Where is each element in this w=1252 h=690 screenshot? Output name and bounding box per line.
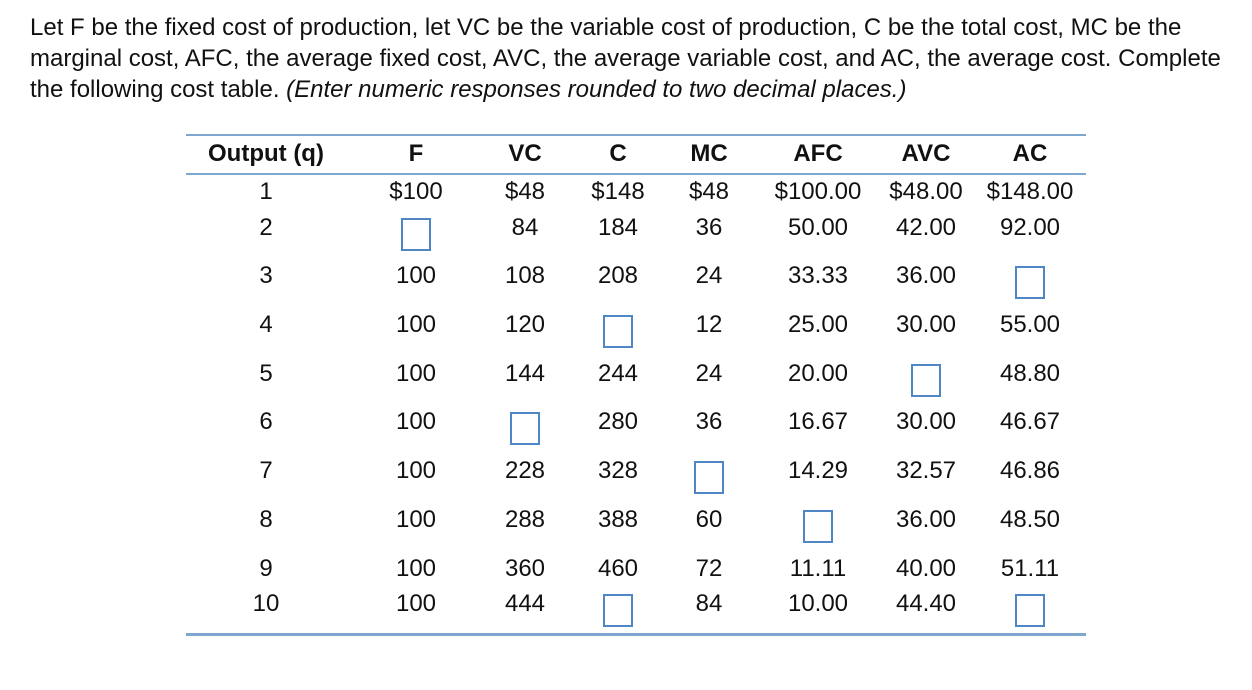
header-q: Output (q) (208, 140, 324, 167)
cell-q-q2: 2 (259, 214, 273, 241)
cell-ac-q8: 48.50 (999, 506, 1061, 533)
cell-q-q10: 10 (252, 590, 280, 617)
answer-input-afc-q8[interactable] (803, 510, 833, 543)
cell-f-q4: 100 (395, 311, 437, 338)
cell-avc-q6: 30.00 (895, 408, 957, 435)
cell-vc-q1: $48 (504, 178, 546, 205)
cell-c-q5: 244 (597, 360, 639, 387)
cell-ac-q6: 46.67 (999, 408, 1061, 435)
cell-mc-q6: 36 (695, 408, 723, 435)
table-top-rule (186, 134, 1086, 136)
answer-input-ac-q10[interactable] (1015, 594, 1045, 627)
question-text: Let F be the fixed cost of production, l… (30, 14, 1221, 103)
cell-vc-q5: 144 (504, 360, 546, 387)
question-prompt: Let F be the fixed cost of production, l… (30, 12, 1245, 105)
cell-ac-q4: 55.00 (999, 311, 1061, 338)
cell-afc-q6: 16.67 (787, 408, 849, 435)
answer-input-f-q2[interactable] (401, 218, 431, 251)
cell-avc-q2: 42.00 (895, 214, 957, 241)
cell-mc-q3: 24 (695, 262, 723, 289)
cell-ac-q2: 92.00 (999, 214, 1061, 241)
cell-avc-q4: 30.00 (895, 311, 957, 338)
cell-vc-q9: 360 (504, 555, 546, 582)
cell-vc-q4: 120 (504, 311, 546, 338)
cell-afc-q3: 33.33 (787, 262, 849, 289)
cell-mc-q10: 84 (695, 590, 723, 617)
cell-vc-q10: 444 (504, 590, 546, 617)
answer-input-vc-q6[interactable] (510, 412, 540, 445)
cell-vc-q7: 228 (504, 457, 546, 484)
cell-avc-q1: $48.00 (889, 178, 963, 205)
cell-ac-q9: 51.11 (1000, 555, 1060, 582)
answer-input-c-q4[interactable] (603, 315, 633, 348)
header-avc: AVC (901, 140, 951, 167)
cell-avc-q7: 32.57 (895, 457, 957, 484)
cell-q-q3: 3 (259, 262, 273, 289)
rounding-instruction: (Enter numeric responses rounded to two … (286, 76, 907, 103)
cell-afc-q2: 50.00 (787, 214, 849, 241)
cost-table: Output (q) F VC C MC AFC AVC AC 1 $100 $48 $148 $48 $… (186, 134, 1086, 636)
answer-input-avc-q5[interactable] (911, 364, 941, 397)
cell-afc-q9: 11.11 (789, 555, 847, 582)
cell-f-q10: 100 (395, 590, 437, 617)
cell-vc-q2: 84 (511, 214, 539, 241)
header-mc: MC (690, 140, 728, 167)
cell-q-q7: 7 (259, 457, 273, 484)
header-vc: VC (508, 140, 542, 167)
cell-f-q5: 100 (395, 360, 437, 387)
table-header-rule (186, 173, 1086, 175)
answer-input-mc-q7[interactable] (694, 461, 724, 494)
cell-mc-q9: 72 (695, 555, 723, 582)
cell-ac-q7: 46.86 (999, 457, 1061, 484)
cell-vc-q8: 288 (504, 506, 546, 533)
cell-c-q3: 208 (597, 262, 639, 289)
cell-c-q1: $148 (591, 178, 645, 205)
cell-avc-q10: 44.40 (895, 590, 957, 617)
cell-f-q3: 100 (395, 262, 437, 289)
answer-input-c-q10[interactable] (603, 594, 633, 627)
cell-c-q2: 184 (597, 214, 639, 241)
cell-avc-q3: 36.00 (895, 262, 957, 289)
cell-f-q9: 100 (395, 555, 437, 582)
cell-q-q8: 8 (259, 506, 273, 533)
cell-afc-q5: 20.00 (787, 360, 849, 387)
cell-q-q5: 5 (259, 360, 273, 387)
cell-afc-q7: 14.29 (787, 457, 849, 484)
cell-f-q8: 100 (395, 506, 437, 533)
cell-f-q1: $100 (389, 178, 443, 205)
cell-afc-q10: 10.00 (787, 590, 849, 617)
cell-q-q4: 4 (259, 311, 273, 338)
cell-c-q7: 328 (597, 457, 639, 484)
cell-vc-q3: 108 (504, 262, 546, 289)
cell-ac-q1: $148.00 (986, 178, 1074, 205)
cell-afc-q4: 25.00 (787, 311, 849, 338)
cell-mc-q4: 12 (695, 311, 723, 338)
cell-ac-q5: 48.80 (999, 360, 1061, 387)
cell-f-q6: 100 (395, 408, 437, 435)
cell-avc-q9: 40.00 (895, 555, 957, 582)
cell-f-q7: 100 (395, 457, 437, 484)
cell-q-q6: 6 (259, 408, 273, 435)
header-c: C (609, 140, 627, 167)
header-f: F (408, 140, 424, 167)
cell-c-q8: 388 (597, 506, 639, 533)
cell-c-q9: 460 (597, 555, 639, 582)
cell-afc-q1: $100.00 (774, 178, 862, 205)
cell-mc-q8: 60 (695, 506, 723, 533)
cell-q-q9: 9 (259, 555, 273, 582)
answer-input-ac-q3[interactable] (1015, 266, 1045, 299)
cell-mc-q5: 24 (695, 360, 723, 387)
header-ac: AC (1012, 140, 1048, 167)
cell-q-q1: 1 (259, 178, 273, 205)
cell-c-q6: 280 (597, 408, 639, 435)
table-bottom-rule (186, 633, 1086, 636)
cell-mc-q2: 36 (695, 214, 723, 241)
cell-mc-q1: $48 (688, 178, 730, 205)
header-afc: AFC (793, 140, 843, 167)
cell-avc-q8: 36.00 (895, 506, 957, 533)
